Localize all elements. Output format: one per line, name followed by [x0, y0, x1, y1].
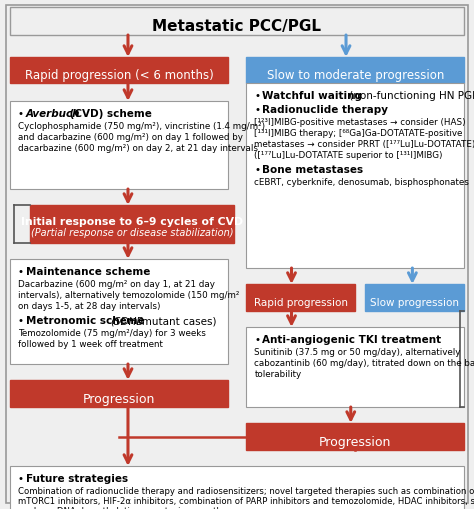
Text: Averbuch: Averbuch	[26, 109, 81, 119]
Text: -mutant cases): -mutant cases)	[138, 316, 217, 325]
Text: Maintenance scheme: Maintenance scheme	[26, 267, 150, 276]
Text: Cyclophosphamide (750 mg/m²), vincristine (1.4 mg/m²): Cyclophosphamide (750 mg/m²), vincristin…	[18, 122, 265, 131]
Text: Sunitinib (37.5 mg or 50 mg/day), alternatively: Sunitinib (37.5 mg or 50 mg/day), altern…	[255, 347, 461, 356]
Text: on days 1-5, at 28 day intervals): on days 1-5, at 28 day intervals)	[18, 301, 161, 310]
Text: •: •	[255, 165, 261, 175]
Bar	[246, 84, 464, 268]
Text: [¹³¹I]MIBG therapy; [⁶⁸Ga]Ga-DOTATATE-positive: [¹³¹I]MIBG therapy; [⁶⁸Ga]Ga-DOTATATE-po…	[255, 129, 463, 138]
Text: •: •	[255, 105, 261, 115]
Bar	[365, 285, 464, 312]
Text: mTORC1 inhibitors, HIF-2α inhibitors, combination of PARP inhibitors and temozol: mTORC1 inhibitors, HIF-2α inhibitors, co…	[18, 496, 474, 505]
Text: cabozantinib (60 mg/day), titrated down on the basis of: cabozantinib (60 mg/day), titrated down …	[255, 358, 474, 367]
Text: Watchful waiting: Watchful waiting	[263, 91, 363, 101]
Bar	[246, 58, 464, 84]
Text: (non-functioning HN PGL): (non-functioning HN PGL)	[346, 91, 474, 101]
Text: •: •	[18, 473, 24, 483]
Bar	[246, 423, 464, 450]
Text: Radionuclide therapy: Radionuclide therapy	[263, 105, 389, 115]
Text: Slow progression: Slow progression	[370, 298, 459, 308]
Text: Rapid progression: Rapid progression	[254, 298, 348, 308]
Text: •: •	[255, 91, 261, 101]
Bar	[10, 102, 228, 190]
Text: Combination of radionuclide therapy and radiosensitizers; novel targeted therapi: Combination of radionuclide therapy and …	[18, 486, 474, 495]
Bar	[30, 206, 234, 243]
Text: •: •	[255, 334, 261, 344]
Text: (Partial response or disease stabilization): (Partial response or disease stabilizati…	[31, 228, 233, 238]
Text: (CVD) scheme: (CVD) scheme	[66, 109, 152, 119]
Text: metastases → consider PRRT ([¹⁷⁷Lu]Lu-DOTATATE): metastases → consider PRRT ([¹⁷⁷Lu]Lu-DO…	[255, 140, 474, 149]
Bar	[246, 327, 464, 407]
Bar	[10, 8, 464, 36]
Text: cEBRT, cyberknife, denosumab, bisphosphonates: cEBRT, cyberknife, denosumab, bisphospho…	[255, 178, 469, 187]
Bar	[246, 285, 356, 312]
Text: Future strategies: Future strategies	[26, 473, 128, 483]
Text: Anti-angiogenic TKI treatment: Anti-angiogenic TKI treatment	[263, 334, 442, 344]
Text: Slow to moderate progression: Slow to moderate progression	[266, 69, 444, 82]
Text: tolerability: tolerability	[255, 369, 301, 378]
Text: ([¹⁷⁷Lu]Lu-DOTATATE superior to [¹³¹I]MIBG): ([¹⁷⁷Lu]Lu-DOTATATE superior to [¹³¹I]MI…	[255, 151, 443, 160]
Text: Progression: Progression	[83, 392, 155, 405]
Text: Metastatic PCC/PGL: Metastatic PCC/PGL	[153, 19, 321, 35]
Text: (SDHB: (SDHB	[110, 316, 144, 325]
Text: [¹²³I]MIBG-positive metastases → consider (HAS): [¹²³I]MIBG-positive metastases → conside…	[255, 118, 466, 127]
Bar	[10, 260, 228, 364]
Text: dacarbazine (600 mg/m²) on day 2, at 21 day intervals: dacarbazine (600 mg/m²) on day 2, at 21 …	[18, 144, 258, 153]
Bar	[10, 58, 228, 84]
Text: Metronomic scheme: Metronomic scheme	[26, 316, 148, 325]
Text: •: •	[18, 109, 24, 119]
Text: and dacarbazine (600 mg/m²) on day 1 followed by: and dacarbazine (600 mg/m²) on day 1 fol…	[18, 133, 243, 142]
Bar	[10, 380, 228, 407]
Text: Initial response to 6–9 cycles of CVD: Initial response to 6–9 cycles of CVD	[21, 216, 243, 227]
Text: Dacarbazine (600 mg/m² on day 1, at 21 day: Dacarbazine (600 mg/m² on day 1, at 21 d…	[18, 279, 215, 289]
Text: analogs, DNA demethylating agents, immunotherapy: analogs, DNA demethylating agents, immun…	[18, 506, 246, 509]
Text: intervals), alternatively temozolomide (150 mg/m²: intervals), alternatively temozolomide (…	[18, 291, 239, 299]
Text: followed by 1 week off treatment: followed by 1 week off treatment	[18, 340, 163, 348]
Text: Temozolomide (75 mg/m²/day) for 3 weeks: Temozolomide (75 mg/m²/day) for 3 weeks	[18, 328, 206, 337]
Text: •: •	[18, 316, 24, 325]
Text: Bone metastases: Bone metastases	[263, 165, 364, 175]
Text: •: •	[18, 267, 24, 276]
Text: Rapid progression (< 6 months): Rapid progression (< 6 months)	[25, 69, 213, 82]
Text: Progression: Progression	[319, 435, 392, 448]
Bar	[10, 466, 464, 509]
